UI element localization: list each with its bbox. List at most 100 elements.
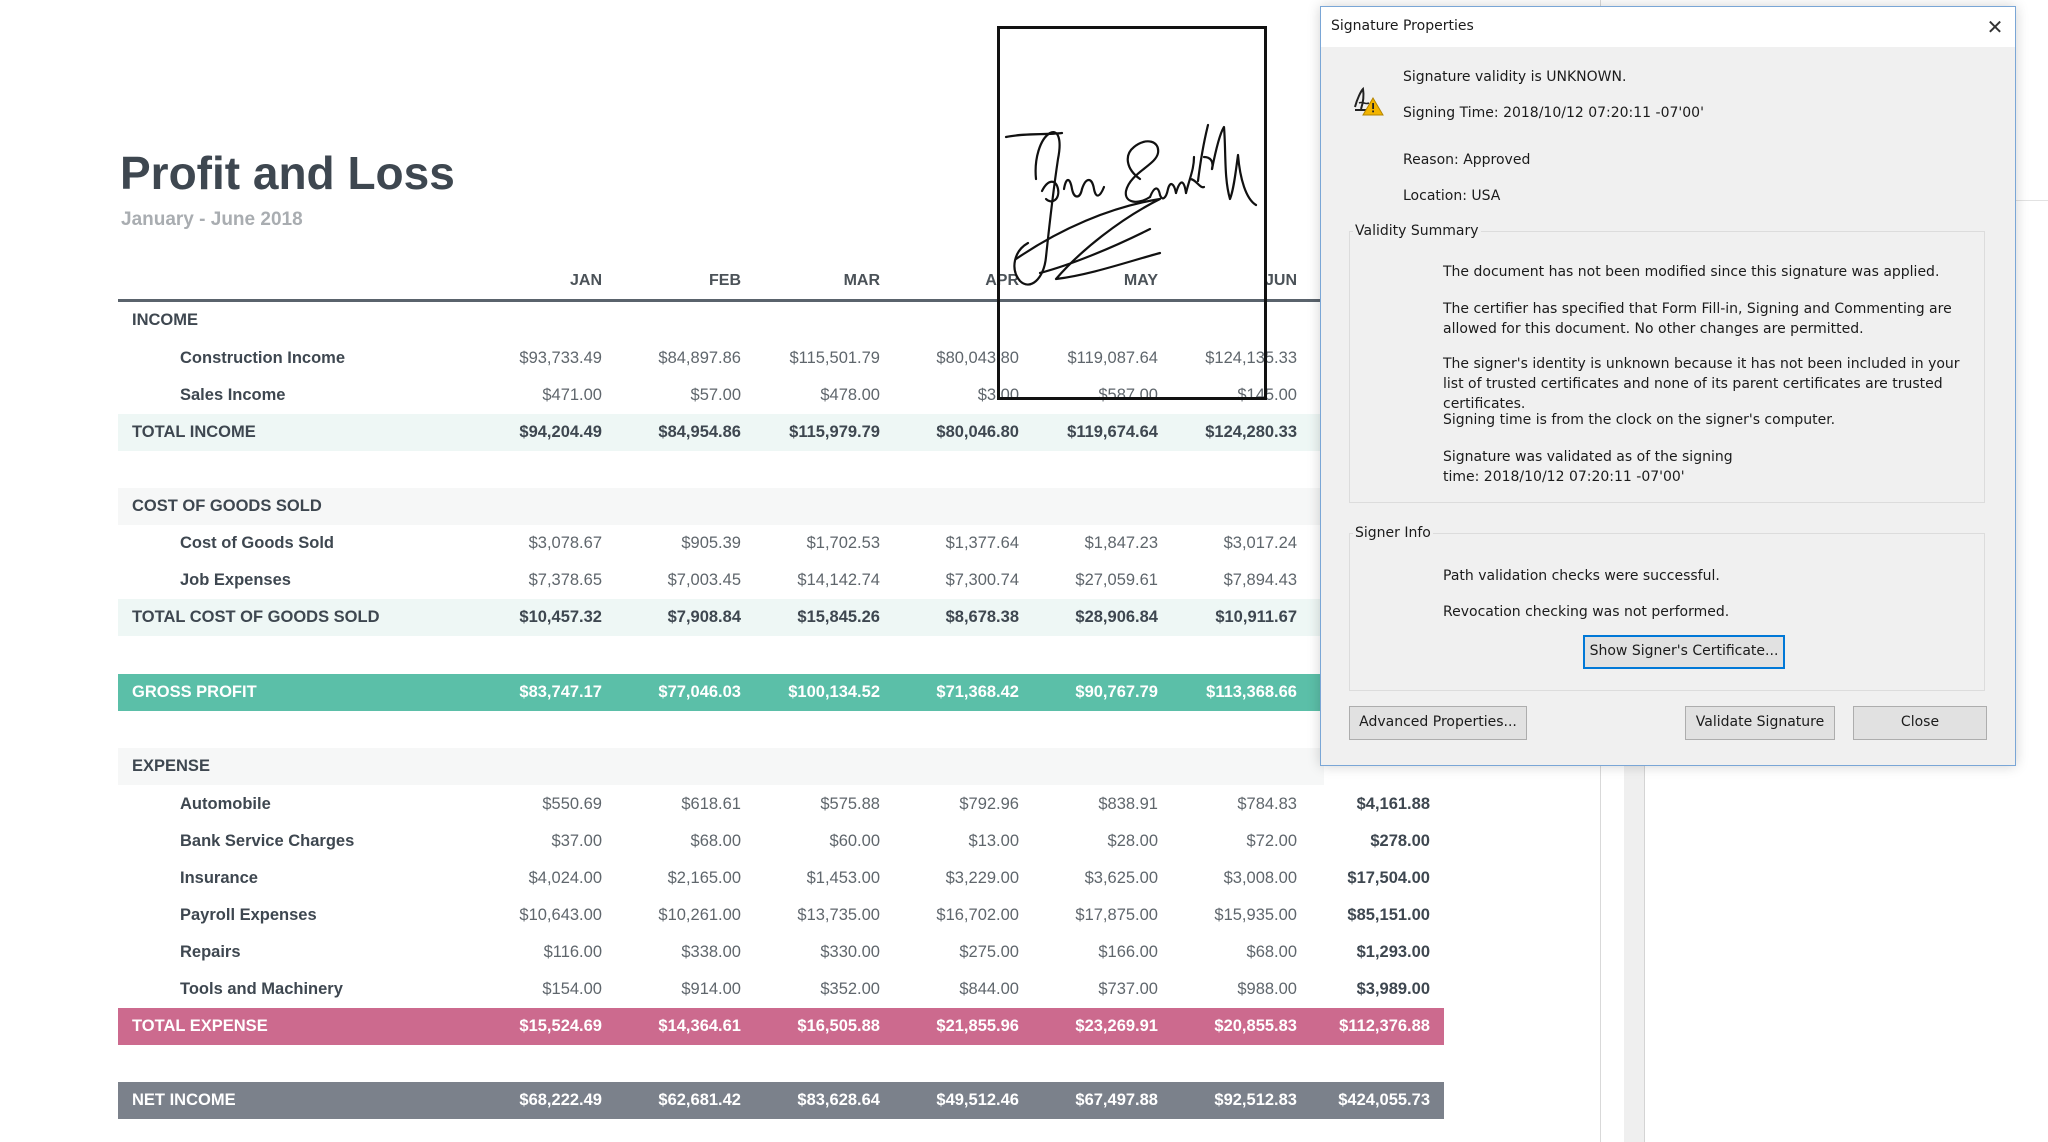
table-row: Cost of Goods Sold $3,078.67 $905.39 $1,702… — [118, 525, 1324, 562]
gross-row: GROSS PROFIT $83,747.17 $77,046.03 $100,134… — [118, 674, 1324, 711]
net-row: NET INCOME $68,222.49 $62,681.42 $83,628.64… — [118, 1082, 1444, 1119]
table-cell: $80,046.80 — [936, 423, 1019, 441]
validity-line: The signer's identity is unknown because… — [1443, 356, 1960, 412]
validity-status: Signature validity is UNKNOWN. — [1403, 69, 1627, 85]
table-row: Job Expenses $7,378.65 $7,003.45 $14,142.74… — [118, 562, 1324, 599]
expense-row: TOTAL EXPENSE $15,524.69 $14,364.61 $16,505… — [118, 1008, 1444, 1045]
table-cell: $914.00 — [681, 980, 741, 998]
table-cell: $84,954.86 — [658, 423, 741, 441]
table-cell: $3,989.00 — [1356, 980, 1430, 998]
table-cell: $13.00 — [968, 832, 1019, 850]
viewer-separator — [2014, 200, 2048, 201]
table-cell: $784.83 — [1237, 795, 1297, 813]
table-cell: $792.96 — [959, 795, 1019, 813]
table-cell: $7,894.43 — [1223, 571, 1297, 589]
table-row: Automobile $550.69 $618.61 $575.88 $792.96 $8… — [118, 786, 1444, 823]
table-cell: $68.00 — [690, 832, 741, 850]
table-cell: $618.61 — [681, 795, 741, 813]
table-cell: $60.00 — [829, 832, 880, 850]
table-cell: $338.00 — [681, 943, 741, 961]
signing-location: Location: USA — [1403, 188, 1501, 204]
column-header-jan: JAN — [569, 272, 602, 289]
header-divider — [118, 299, 1324, 302]
table-cell: $68.00 — [1246, 943, 1297, 961]
table-cell: $92,512.83 — [1214, 1091, 1297, 1109]
table-cell: $14,142.74 — [797, 571, 880, 589]
row-label: TOTAL INCOME — [132, 423, 256, 441]
column-header-mar: MAR — [843, 272, 880, 289]
table-cell: $28,906.84 — [1075, 608, 1158, 626]
table-cell: $77,046.03 — [658, 683, 741, 701]
table-cell: $424,055.73 — [1338, 1091, 1430, 1109]
table-cell: $330.00 — [820, 943, 880, 961]
table-cell: $100,134.52 — [788, 683, 880, 701]
table-cell: $8,678.38 — [945, 608, 1019, 626]
table-cell: $49,512.46 — [936, 1091, 1019, 1109]
row-label: Payroll Expenses — [180, 906, 317, 924]
table-row: Tools and Machinery $154.00 $914.00 $352.00… — [118, 971, 1444, 1008]
row-label: TOTAL COST OF GOODS SOLD — [132, 608, 380, 626]
table-cell: $72.00 — [1246, 832, 1297, 850]
table-row: Repairs $116.00 $338.00 $330.00 $275.00 $166.… — [118, 934, 1444, 971]
table-cell: $1,293.00 — [1356, 943, 1430, 961]
table-cell: $93,733.49 — [519, 349, 602, 367]
table-cell: $278.00 — [1370, 832, 1430, 850]
table-cell: $1,453.00 — [806, 869, 880, 887]
table-cell: $62,681.42 — [658, 1091, 741, 1109]
table-cell: $115,501.79 — [789, 349, 880, 367]
table-cell: $85,151.00 — [1347, 906, 1430, 924]
table-cell: $478.00 — [820, 386, 880, 404]
validity-line: Signing time is from the clock on the si… — [1443, 412, 1836, 428]
close-icon[interactable]: ✕ — [1986, 15, 2004, 39]
signing-reason: Reason: Approved — [1403, 152, 1531, 168]
table-cell: $988.00 — [1237, 980, 1297, 998]
row-label: NET INCOME — [132, 1091, 236, 1109]
validity-summary-group — [1349, 231, 1985, 503]
table-cell: $3,625.00 — [1084, 869, 1158, 887]
close-button[interactable]: Close — [1853, 706, 1987, 740]
table-cell: $13,735.00 — [797, 906, 880, 924]
row-label: Repairs — [180, 943, 241, 961]
show-signer-certificate-button[interactable]: Show Signer's Certificate... — [1583, 635, 1785, 669]
table-cell: $10,643.00 — [519, 906, 602, 924]
table-cell: $124,135.33 — [1205, 349, 1297, 367]
table-cell: $115,979.79 — [789, 423, 880, 441]
table-cell: $37.00 — [551, 832, 602, 850]
table-cell: $67,497.88 — [1075, 1091, 1158, 1109]
table-cell: $84,897.86 — [658, 349, 741, 367]
table-cell: $116.00 — [543, 943, 602, 961]
signature-field[interactable] — [997, 26, 1267, 400]
table-cell: $90,767.79 — [1075, 683, 1158, 701]
table-cell: $1,702.53 — [806, 534, 880, 552]
signature-properties-dialog[interactable]: Signature Properties ✕ Signature validit… — [1320, 6, 2016, 766]
table-row: Bank Service Charges $37.00 $68.00 $60.00 $1… — [118, 823, 1444, 860]
signer-info-group — [1349, 533, 1985, 691]
table-cell: $7,908.84 — [667, 608, 741, 626]
report-title: Profit and Loss — [120, 147, 455, 199]
table-cell: $16,505.88 — [797, 1017, 880, 1035]
table-cell: $2,165.00 — [667, 869, 741, 887]
total-row: TOTAL INCOME $94,204.49 $84,954.86 $115,979… — [118, 414, 1324, 451]
table-row: Construction Income $93,733.49 $84,897.86 $… — [118, 340, 1324, 377]
row-label: Job Expenses — [180, 571, 291, 589]
advanced-properties-button[interactable]: Advanced Properties... — [1349, 706, 1527, 740]
table-cell: $83,628.64 — [797, 1091, 880, 1109]
validate-signature-button[interactable]: Validate Signature — [1685, 706, 1835, 740]
validity-summary-legend: Validity Summary — [1353, 223, 1481, 239]
row-label: Bank Service Charges — [180, 832, 355, 850]
table-cell: $57.00 — [690, 386, 741, 404]
total-row: TOTAL COST OF GOODS SOLD $10,457.32 $7,908… — [118, 599, 1324, 636]
viewer-panel-edge — [1644, 760, 1645, 1142]
table-cell: $3,017.24 — [1223, 534, 1297, 552]
row-label: COST OF GOODS SOLD — [132, 497, 322, 515]
dialog-titlebar[interactable]: Signature Properties ✕ — [1321, 7, 2015, 47]
table-cell: $68,222.49 — [519, 1091, 602, 1109]
row-label: Automobile — [180, 795, 271, 813]
table-cell: $1,847.23 — [1084, 534, 1158, 552]
table-cell: $471.00 — [542, 386, 602, 404]
table-cell: $94,204.49 — [519, 423, 602, 441]
row-label: Cost of Goods Sold — [180, 534, 334, 552]
row-label: Tools and Machinery — [180, 980, 343, 998]
viewer-scroll-track[interactable] — [1624, 760, 1644, 1142]
